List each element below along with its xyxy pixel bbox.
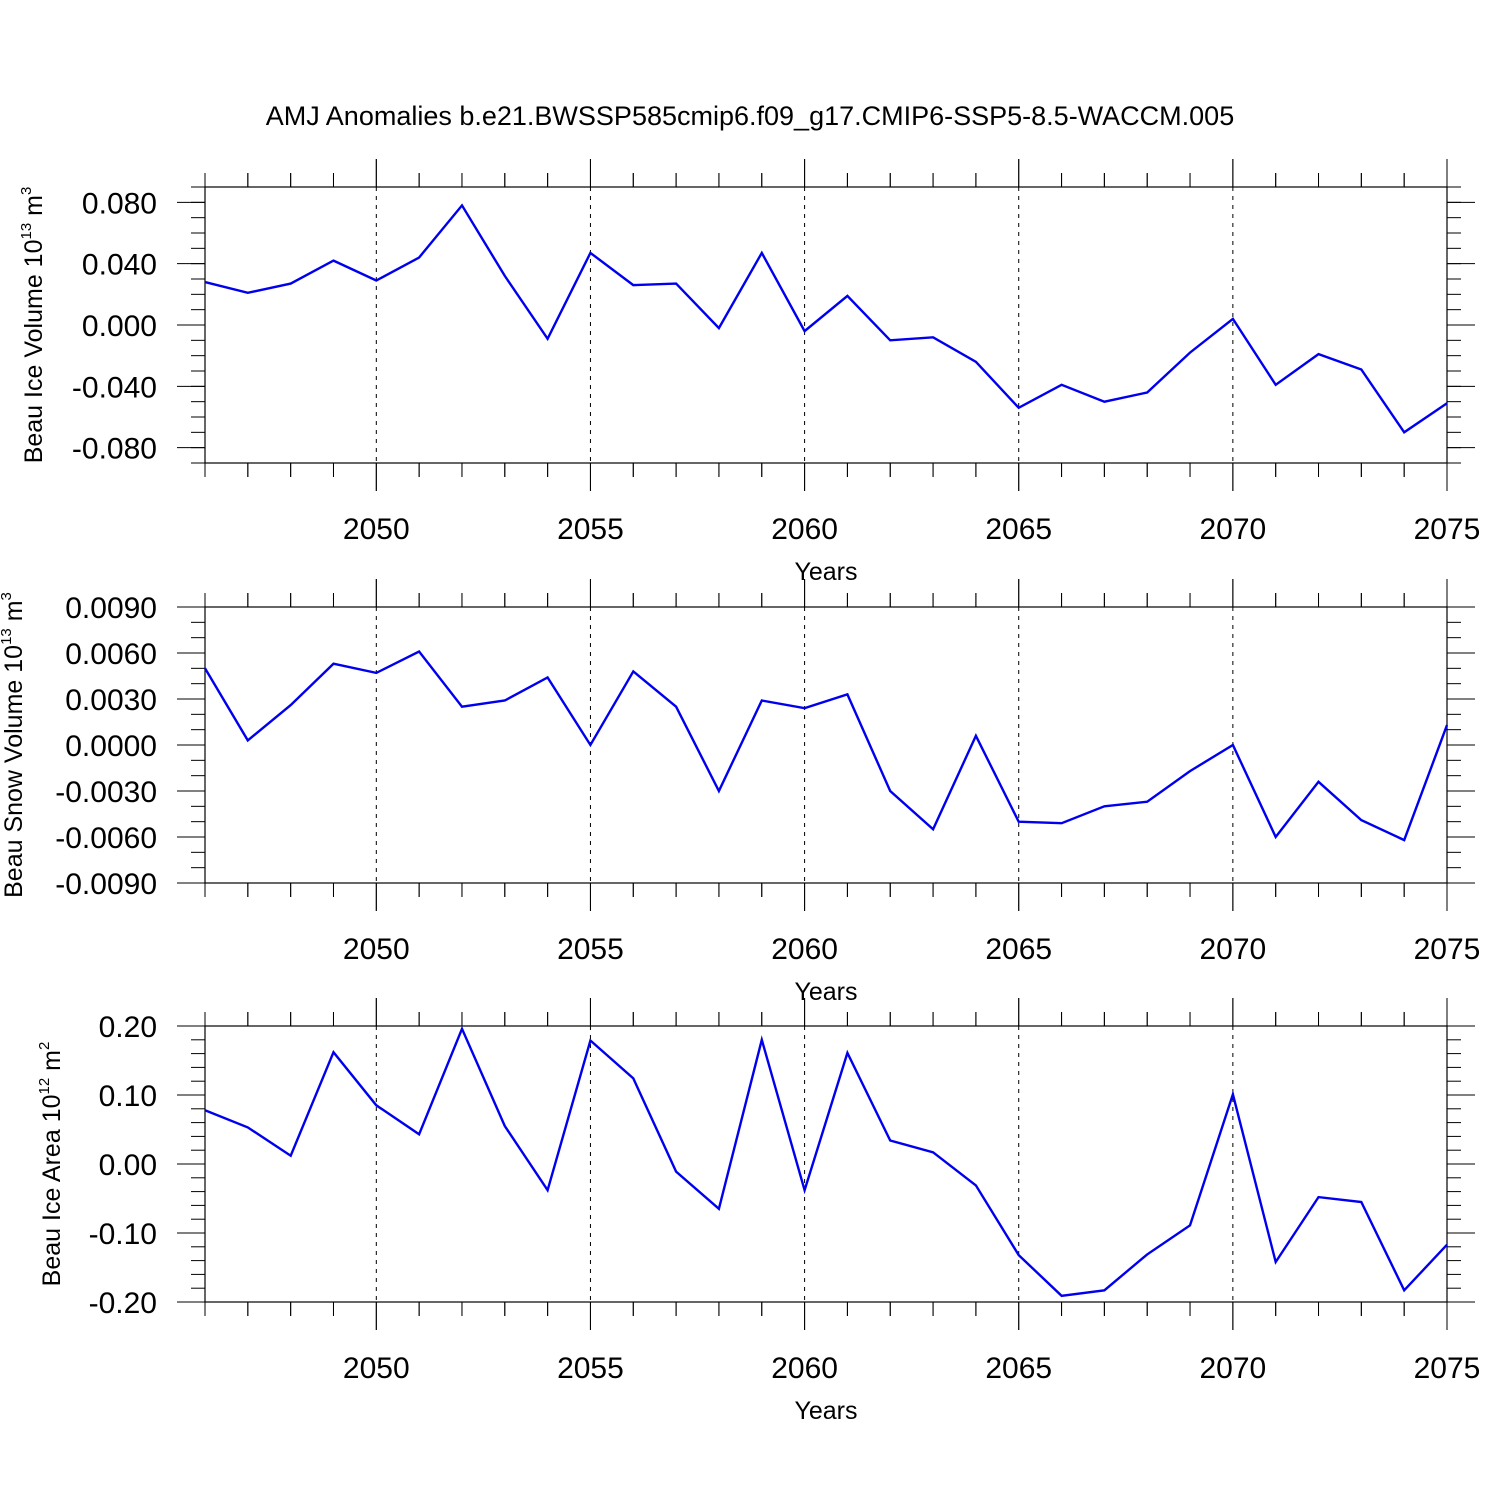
x-axis-label: Years [794, 558, 857, 586]
chart-title: AMJ Anomalies b.e21.BWSSP585cmip6.f09_g1… [266, 101, 1234, 131]
x-axis-label: Years [794, 1397, 857, 1425]
x-tick-label: 2060 [771, 1352, 838, 1385]
x-tick-label: 2070 [1199, 513, 1266, 546]
y-tick-label: 0.0090 [65, 592, 157, 625]
x-tick-label: 2075 [1414, 513, 1481, 546]
x-tick-label: 2070 [1199, 1352, 1266, 1385]
y-tick-label: 0.080 [82, 187, 157, 220]
y-tick-label: -0.0030 [55, 776, 157, 809]
x-tick-label: 2055 [557, 1352, 624, 1385]
x-tick-label: 2065 [985, 1352, 1052, 1385]
x-tick-label: 2070 [1199, 933, 1266, 966]
x-axis-label: Years [794, 978, 857, 1006]
x-tick-label: 2065 [985, 513, 1052, 546]
panel-2: 2050 2055 2060 2065 2070 2075 Years -0.0090 -0.0… [0, 579, 1480, 1006]
y-axis-label: Beau Snow Volume 1013 m3 [0, 592, 28, 898]
plot-frame [204, 606, 1448, 884]
x-tick-label: 2055 [557, 933, 624, 966]
y-tick-label: -0.0060 [55, 822, 157, 855]
y-tick-label: 0.000 [82, 310, 157, 343]
x-tick-label: 2075 [1414, 933, 1481, 966]
y-tick-label: 0.10 [99, 1080, 157, 1113]
x-tick-label: 2060 [771, 513, 838, 546]
y-tick-label: -0.040 [72, 371, 157, 404]
y-axis-label: Beau Ice Volume 1013 m3 [18, 187, 48, 464]
y-tick-label: 0.20 [99, 1011, 157, 1044]
series-line [204, 203, 1448, 434]
plot-frame [204, 186, 1448, 464]
y-axis-label: Beau Ice Area 1012 m2 [36, 1042, 66, 1287]
y-tick-label: -0.0090 [55, 868, 157, 901]
series-line [204, 1025, 1448, 1298]
y-tick-label: 0.040 [82, 249, 157, 282]
x-tick-label: 2055 [557, 513, 624, 546]
y-tick-label: 0.00 [99, 1149, 157, 1182]
y-tick-label: 0.0030 [65, 684, 157, 717]
x-tick-label: 2060 [771, 933, 838, 966]
panel-3: 2050 2055 2060 2065 2070 2075 Years -0.20 -0.10 0… [36, 998, 1480, 1425]
x-tick-label: 2050 [343, 1352, 410, 1385]
x-tick-label: 2050 [343, 933, 410, 966]
y-tick-label: 0.0060 [65, 638, 157, 671]
plot-frame [204, 1025, 1448, 1303]
series-line [203, 649, 1449, 842]
panel-1: 2050 2055 2060 2065 2070 2075 Years -0.080 -0.04… [18, 159, 1480, 586]
panels: 2050 2055 2060 2065 2070 2075 Years -0.080 -0.04… [0, 159, 1480, 1425]
x-tick-label: 2065 [985, 933, 1052, 966]
y-tick-label: -0.10 [89, 1218, 157, 1251]
y-tick-label: -0.080 [72, 433, 157, 466]
x-tick-label: 2050 [343, 513, 410, 546]
x-tick-label: 2075 [1414, 1352, 1481, 1385]
y-tick-label: -0.20 [89, 1287, 157, 1320]
y-tick-label: 0.0000 [65, 730, 157, 763]
